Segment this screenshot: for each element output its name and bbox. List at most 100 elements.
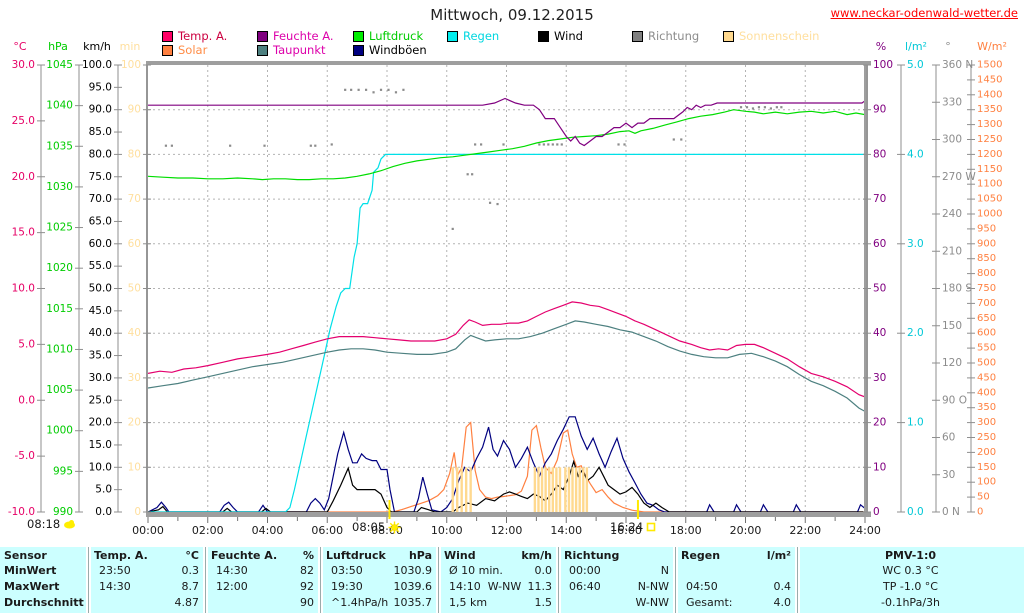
svg-text:1005: 1005: [46, 384, 73, 396]
svg-text:900: 900: [977, 238, 996, 249]
stats-time: 14:10 W-NW: [449, 580, 522, 593]
svg-text:90: 90: [873, 104, 886, 116]
stats-time: ^1.4hPa/h: [331, 596, 389, 609]
axis-rain: 0.0 1.0 2.0 3.0 4.0 5.0: [897, 59, 924, 518]
stats-col-temp: Temp. A. °C 23:50 0.3 14:30 8.7 4.87: [88, 547, 205, 613]
legend-swatch: [723, 30, 734, 42]
stats-col-pressure: Luftdruck hPa 03:50 1030.9 19:30 1039.6 ^1.4hP…: [320, 547, 438, 613]
svg-text:5.0: 5.0: [18, 338, 35, 350]
legend-swatch: [257, 30, 268, 42]
stats-separator: [86, 547, 91, 613]
stats-cell: 14:30 82: [205, 563, 320, 579]
legend-label: Temp. A.: [178, 29, 228, 43]
legend-item-richtung: Richtung: [632, 29, 699, 43]
svg-text:1040: 1040: [46, 100, 73, 112]
svg-text:80.0: 80.0: [89, 148, 112, 160]
series-direction-dots: [164, 88, 783, 230]
stats-col-direction: Richtung 00:00 N 06:40 N-NW W-NW: [558, 547, 675, 613]
legend-label: Solar: [178, 43, 208, 57]
website-link[interactable]: www.neckar-odenwald-wetter.de: [830, 6, 1018, 20]
legend-label: Richtung: [648, 29, 700, 43]
stats-cell: 12:00 92: [205, 579, 320, 595]
axis-unit-sunshine: min: [119, 40, 141, 53]
series-solar: [148, 421, 865, 512]
svg-text:60.0: 60.0: [89, 238, 112, 250]
sun-marker-lines: [388, 500, 639, 519]
legend-label: Luftdruck: [369, 29, 424, 43]
svg-text:250: 250: [977, 432, 996, 443]
svg-text:55.0: 55.0: [89, 260, 112, 272]
svg-text:1035: 1035: [46, 140, 73, 152]
svg-text:30: 30: [873, 372, 886, 384]
stats-cell: 4.87: [88, 595, 205, 611]
svg-text:0: 0: [873, 506, 880, 518]
legend-item-wind: Wind: [538, 29, 583, 43]
svg-text:14:00: 14:00: [550, 524, 582, 537]
legend-swatch: [538, 30, 549, 42]
legend-item-feuchte-a-: Feuchte A.: [257, 29, 334, 43]
legend-swatch: [353, 30, 364, 42]
legend-swatch: [162, 44, 173, 56]
svg-text:0: 0: [977, 507, 983, 518]
svg-text:75.0: 75.0: [89, 171, 112, 183]
svg-text:00:00: 00:00: [132, 524, 164, 537]
stats-cell: [675, 563, 797, 579]
svg-text:50: 50: [873, 283, 886, 295]
svg-text:12:00: 12:00: [491, 524, 523, 537]
stats-cell: 04:50 0.4: [675, 579, 797, 595]
axis-unit-pressure: hPa: [48, 40, 68, 53]
svg-text:1500: 1500: [977, 60, 1002, 71]
svg-text:60: 60: [873, 238, 886, 250]
svg-text:85.0: 85.0: [89, 126, 112, 138]
sun-observed-time: 08:18: [27, 517, 61, 531]
stats-value: 1030.9: [393, 564, 433, 577]
svg-text:700: 700: [977, 298, 996, 309]
svg-text:10: 10: [873, 461, 886, 473]
stats-header: Temp. A.: [94, 549, 148, 562]
stats-value: 0.4: [773, 580, 792, 593]
svg-text:65.0: 65.0: [89, 215, 112, 227]
sunset-square-icon: [646, 522, 656, 532]
stats-value: 8.7: [181, 580, 200, 593]
legend-item-temp-a-: Temp. A.: [162, 29, 227, 43]
svg-text:450: 450: [977, 372, 996, 383]
legend-item-luftdruck: Luftdruck: [353, 29, 423, 43]
legend-swatch: [353, 44, 364, 56]
svg-text:800: 800: [977, 268, 996, 279]
svg-text:1015: 1015: [46, 303, 73, 315]
legend-swatch: [162, 30, 173, 42]
axis-temp: -10.0 -5.0 0.0 5.0 10.0 15.0 20.0 25.0 30.0: [8, 59, 45, 518]
svg-text:70: 70: [873, 193, 886, 205]
svg-text:990: 990: [53, 506, 73, 518]
svg-text:90: 90: [128, 104, 141, 116]
stats-value: 0.0: [534, 564, 553, 577]
legend-item-solar: Solar: [162, 43, 207, 57]
svg-text:50: 50: [128, 283, 141, 295]
svg-text:360 N: 360 N: [942, 59, 973, 71]
stats-cell: 14:30 8.7: [88, 579, 205, 595]
svg-text:40: 40: [128, 327, 141, 339]
svg-text:16:00: 16:00: [610, 524, 642, 537]
svg-text:350: 350: [977, 402, 996, 413]
svg-text:650: 650: [977, 313, 996, 324]
svg-text:15.0: 15.0: [12, 227, 35, 239]
svg-text:500: 500: [977, 358, 996, 369]
stats-value: 4.0: [773, 596, 792, 609]
svg-text:1250: 1250: [977, 134, 1002, 145]
svg-text:10: 10: [128, 461, 141, 473]
svg-text:10.0: 10.0: [12, 283, 35, 295]
svg-text:20:00: 20:00: [730, 524, 762, 537]
svg-text:0.0: 0.0: [18, 394, 35, 406]
svg-text:70.0: 70.0: [89, 193, 112, 205]
svg-text:1020: 1020: [46, 262, 73, 274]
legend-swatch: [447, 30, 458, 42]
svg-text:1010: 1010: [46, 343, 73, 355]
svg-text:50.0: 50.0: [89, 283, 112, 295]
x-axis: 00:00 02:00 04:00 06:00 08:00 10:00 12:00 14:00…: [132, 517, 881, 537]
svg-text:1400: 1400: [977, 89, 1002, 100]
svg-text:25.0: 25.0: [12, 115, 35, 127]
legend-item-regen: Regen: [447, 29, 499, 43]
stats-col-wind: Wind km/h Ø 10 min. 0.0 14:10 W-NW 11.3 1,5 km…: [438, 547, 558, 613]
stats-separator: [673, 547, 678, 613]
stats-cell: 06:40 N-NW: [558, 579, 675, 595]
